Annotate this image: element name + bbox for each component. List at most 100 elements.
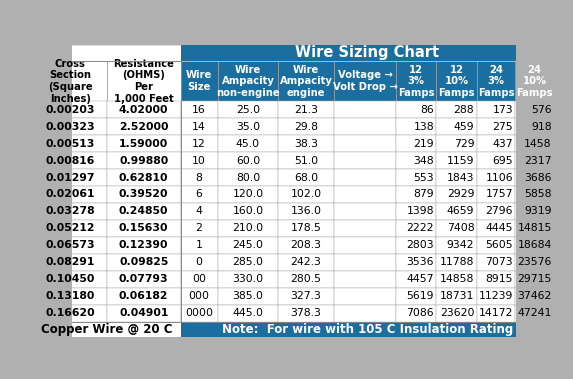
Bar: [278, 186, 334, 203]
Bar: [278, 305, 334, 321]
Text: 0.00203: 0.00203: [45, 105, 95, 115]
Text: 16: 16: [192, 105, 206, 115]
Text: 12
3%
Famps: 12 3% Famps: [398, 65, 434, 98]
Text: 2803: 2803: [406, 240, 434, 250]
Text: 0.02061: 0.02061: [45, 190, 95, 199]
Bar: [218, 186, 278, 203]
Text: 9319: 9319: [524, 207, 552, 216]
Bar: [278, 271, 334, 288]
Bar: [107, 288, 180, 305]
Text: 459: 459: [454, 122, 474, 132]
Text: 0.10450: 0.10450: [45, 274, 95, 284]
Text: 0.00513: 0.00513: [45, 139, 95, 149]
Bar: [180, 321, 554, 338]
Text: 11788: 11788: [440, 257, 474, 267]
Text: 0.00323: 0.00323: [45, 122, 95, 132]
Bar: [33, 237, 107, 254]
Bar: [477, 61, 515, 101]
Bar: [218, 135, 278, 152]
Text: 47241: 47241: [517, 308, 552, 318]
Text: 0.06573: 0.06573: [45, 240, 95, 250]
Text: 38.3: 38.3: [294, 139, 318, 149]
Text: 1843: 1843: [447, 172, 474, 183]
Text: 0.05212: 0.05212: [45, 223, 95, 233]
Text: 219: 219: [413, 139, 434, 149]
Text: 29715: 29715: [517, 274, 552, 284]
Text: 1757: 1757: [485, 190, 513, 199]
Text: 1106: 1106: [485, 172, 513, 183]
Text: 245.0: 245.0: [233, 240, 264, 250]
Text: 0.62810: 0.62810: [119, 172, 168, 183]
Bar: [180, 61, 218, 101]
Text: 11239: 11239: [478, 291, 513, 301]
Text: 285.0: 285.0: [233, 257, 264, 267]
Bar: [33, 321, 180, 338]
Bar: [477, 101, 515, 118]
Bar: [278, 220, 334, 237]
Text: 173: 173: [492, 105, 513, 115]
Bar: [334, 288, 396, 305]
Bar: [33, 61, 107, 101]
Bar: [107, 101, 180, 118]
Bar: [436, 186, 477, 203]
Bar: [396, 169, 436, 186]
Bar: [515, 118, 554, 135]
Text: 4659: 4659: [447, 207, 474, 216]
Text: 12
10%
Famps: 12 10% Famps: [438, 65, 474, 98]
Text: 14: 14: [192, 122, 206, 132]
Bar: [278, 288, 334, 305]
Bar: [278, 203, 334, 220]
Text: 23576: 23576: [517, 257, 552, 267]
Bar: [218, 101, 278, 118]
Bar: [477, 237, 515, 254]
Text: 210.0: 210.0: [233, 223, 264, 233]
Text: 242.3: 242.3: [291, 257, 321, 267]
Text: 0.39520: 0.39520: [119, 190, 168, 199]
Bar: [396, 135, 436, 152]
Text: 102.0: 102.0: [291, 190, 321, 199]
Bar: [515, 152, 554, 169]
Bar: [477, 186, 515, 203]
Bar: [436, 101, 477, 118]
Bar: [436, 152, 477, 169]
Text: 18684: 18684: [517, 240, 552, 250]
Text: 0.12390: 0.12390: [119, 240, 168, 250]
Bar: [218, 220, 278, 237]
Bar: [107, 271, 180, 288]
Text: 729: 729: [454, 139, 474, 149]
Text: 24
3%
Famps: 24 3% Famps: [478, 65, 514, 98]
Bar: [334, 135, 396, 152]
Bar: [334, 169, 396, 186]
Text: 23620: 23620: [439, 308, 474, 318]
Bar: [396, 186, 436, 203]
Bar: [515, 186, 554, 203]
Bar: [334, 152, 396, 169]
Bar: [278, 61, 334, 101]
Bar: [436, 203, 477, 220]
Bar: [515, 305, 554, 321]
Bar: [180, 305, 218, 321]
Bar: [180, 288, 218, 305]
Bar: [278, 118, 334, 135]
Bar: [396, 203, 436, 220]
Bar: [107, 220, 180, 237]
Text: 445.0: 445.0: [233, 308, 264, 318]
Text: Note:  For wire with 105 C Insulation Rating: Note: For wire with 105 C Insulation Rat…: [222, 324, 513, 337]
Bar: [334, 305, 396, 321]
Bar: [33, 305, 107, 321]
Bar: [180, 271, 218, 288]
Bar: [33, 186, 107, 203]
Text: 80.0: 80.0: [236, 172, 260, 183]
Bar: [218, 271, 278, 288]
Bar: [334, 271, 396, 288]
Text: 0.08291: 0.08291: [45, 257, 95, 267]
Bar: [33, 271, 107, 288]
Bar: [33, 203, 107, 220]
Bar: [107, 305, 180, 321]
Text: 25.0: 25.0: [236, 105, 260, 115]
Text: 000: 000: [189, 291, 210, 301]
Bar: [436, 220, 477, 237]
Bar: [33, 118, 107, 135]
Bar: [515, 101, 554, 118]
Bar: [33, 169, 107, 186]
